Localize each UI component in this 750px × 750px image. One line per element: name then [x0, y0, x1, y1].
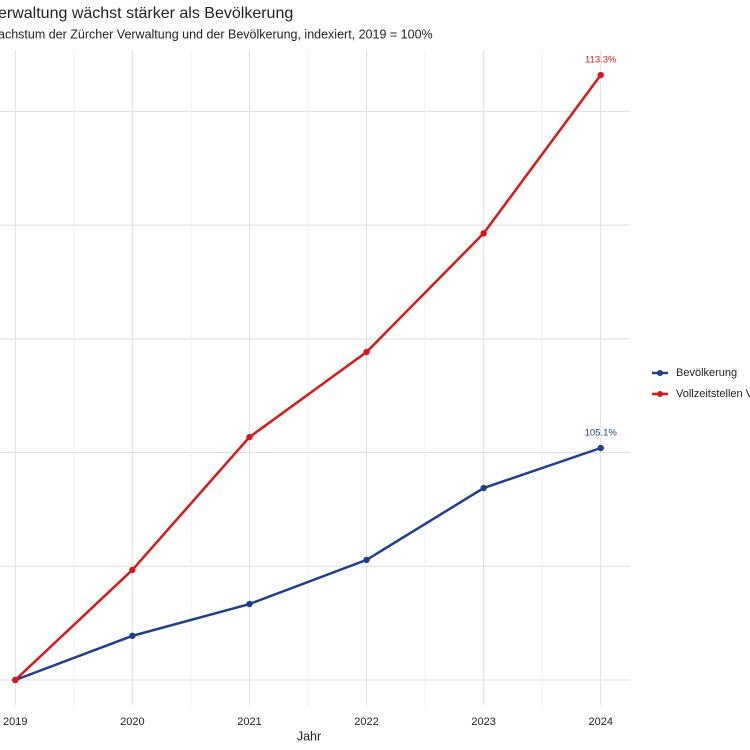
legend-swatch [657, 391, 663, 397]
x-tick-label: 2022 [354, 716, 378, 728]
point [480, 230, 487, 237]
point [363, 556, 370, 564]
point [129, 632, 136, 640]
legend-label: Vollzeitstellen V [676, 388, 750, 400]
line [14, 74, 602, 681]
point [246, 600, 253, 608]
x-tick-label: 2023 [471, 716, 495, 728]
chart-title: erwaltung wächst stärker als Bevölkerung [0, 5, 293, 22]
point [480, 484, 487, 492]
chart-subtitle: achstum der Zürcher Verwaltung und der B… [0, 27, 433, 41]
line [14, 446, 602, 682]
point [597, 71, 604, 79]
value-label: 105.1% [585, 428, 618, 439]
value-label: 113.3% [585, 55, 617, 66]
point [12, 676, 19, 684]
point [363, 348, 370, 356]
point [246, 433, 253, 441]
x-tick-label: 2019 [3, 716, 27, 728]
x-axis-label: Jahr [297, 729, 321, 743]
legend-swatch [657, 370, 663, 376]
point [129, 566, 136, 574]
legend-label: Bevölkerung [676, 367, 737, 379]
x-tick-label: 2021 [237, 716, 261, 728]
point [597, 444, 604, 452]
x-tick-label: 2024 [588, 716, 612, 728]
x-tick-label: 2020 [120, 716, 144, 728]
